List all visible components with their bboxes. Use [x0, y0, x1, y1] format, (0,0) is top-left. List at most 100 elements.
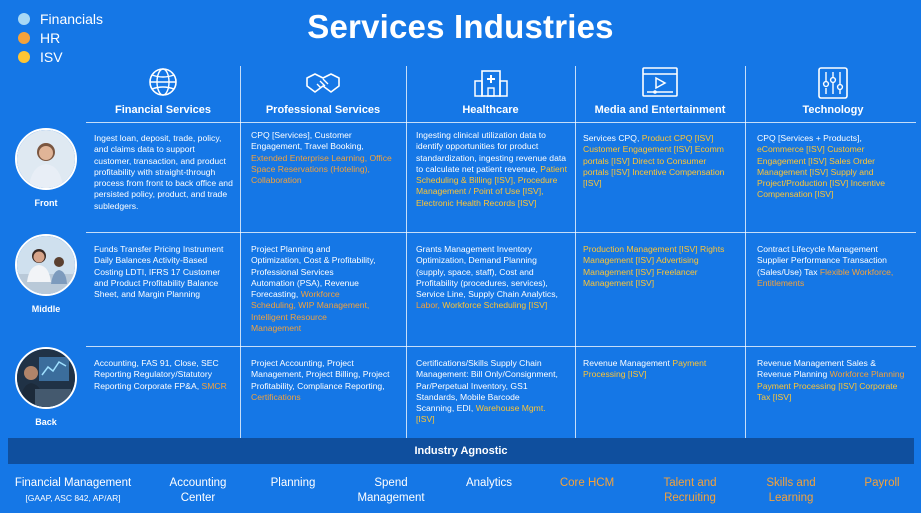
cell-back-media-entertainment: Revenue Management Payment Processing [I…: [583, 358, 733, 381]
circuit-icon: [818, 67, 848, 99]
cell-back-healthcare: Certifications/Skills Supply Chain Manag…: [416, 358, 558, 426]
row-divider: [86, 346, 916, 347]
legend-item-financials: Financials: [18, 9, 103, 28]
column-divider: [745, 66, 746, 438]
cell-text-segment: Revenue Management Sales & Revenue Plann…: [757, 358, 876, 380]
legend-label: Financials: [40, 10, 104, 27]
column-header-label: Media and Entertainment: [594, 104, 726, 116]
cell-text-segment: Ingest loan, deposit, trade, policy, and…: [94, 133, 233, 211]
legend-dot-isv: [18, 50, 30, 63]
cell-text-segment: Payment Processing [ISV] Corporate Tax […: [757, 380, 898, 402]
legend-label: HR: [40, 29, 61, 46]
column-header-professional-services: Professional Services: [240, 66, 406, 122]
cell-middle-professional-services: Project Planning and Optimization, Cost …: [251, 244, 376, 334]
cell-text-segment: Workforce Planning: [829, 369, 905, 380]
column-header-media-entertainment: Media and Entertainment: [575, 66, 745, 122]
back-office-photo: [15, 347, 77, 409]
cell-middle-media-entertainment: Production Management [ISV] Rights Manag…: [583, 244, 733, 289]
agnostic-item-line1: Talent and: [663, 477, 717, 489]
row-label-text: Middle: [31, 304, 61, 314]
agnostic-item-financial-management: Financial Management [GAAP, ASC 842, AP/…: [8, 476, 138, 506]
agnostic-item-skills-learning: Skills and Learning: [752, 476, 830, 506]
cell-back-financial-services: Accounting, FAS 91, Close, SEC Reporting…: [94, 358, 236, 392]
agnostic-item-line1: Accounting: [169, 477, 227, 489]
front-office-photo: [15, 128, 77, 190]
agnostic-item-spend-management: Spend Management: [344, 476, 438, 506]
column-header-technology: Technology: [745, 66, 921, 122]
cell-front-financial-services: Ingest loan, deposit, trade, policy, and…: [94, 133, 234, 212]
cell-text-segment: Certifications/Skills Supply Chain Manag…: [416, 358, 558, 414]
legend-dot-hr: [18, 31, 30, 44]
cell-front-healthcare: Ingesting clinical utilization data to i…: [416, 130, 571, 209]
column-divider: [575, 66, 576, 438]
cell-text-segment: Accounting, FAS 91, Close, SEC Reporting…: [94, 358, 219, 391]
row-divider: [86, 232, 916, 233]
column-header-label: Healthcare: [462, 104, 519, 116]
column-header-label: Financial Services: [115, 104, 211, 116]
column-header-label: Technology: [802, 104, 864, 116]
cell-text-segment: Funds Transfer Pricing Instrument Daily …: [94, 244, 224, 300]
cell-text-segment: Workforce Scheduling [ISV]: [442, 300, 548, 311]
row-divider: [86, 122, 916, 123]
legend-item-isv: ISV: [18, 47, 103, 66]
cell-text-segment: Production Management [ISV] Rights Manag…: [583, 244, 725, 288]
column-header-healthcare: Healthcare: [406, 66, 575, 122]
cell-middle-healthcare: Grants Management Inventory Optimization…: [416, 244, 558, 312]
agnostic-item-core-hcm: Core HCM: [546, 476, 628, 491]
agnostic-item-line1: Payroll: [864, 477, 900, 489]
row-label-back: Back: [14, 347, 78, 427]
row-label-text: Back: [35, 417, 57, 427]
legend-item-hr: HR: [18, 28, 103, 47]
agnostic-item-line2: Recruiting: [664, 492, 716, 504]
agnostic-item-line1: Core HCM: [559, 477, 615, 489]
cell-front-professional-services: CPQ [Services], Customer Engagement, Tra…: [251, 130, 401, 186]
cell-middle-technology: Contract Lifecycle Management Supplier P…: [757, 244, 907, 289]
cell-text-segment: Payment Processing [ISV]: [583, 358, 707, 380]
row-label-text: Front: [34, 198, 58, 208]
row-label-front: Front: [14, 128, 78, 208]
cell-text-segment: Workforce Scheduling, WIP Management, In…: [251, 289, 370, 334]
cell-text-segment: Flexible Workforce, Entitlements: [757, 266, 894, 288]
cell-back-technology: Revenue Management Sales & Revenue Plann…: [757, 358, 909, 403]
column-divider: [240, 66, 241, 438]
legend-dot-financials: [18, 12, 30, 25]
agnostic-item-line2: Management: [357, 492, 425, 504]
agnostic-item-line1: Planning: [270, 477, 316, 489]
agnostic-item-payroll: Payroll: [850, 476, 914, 491]
agnostic-item-line2: [GAAP, ASC 842, AP/AR]: [25, 493, 121, 503]
agnostic-item-line2: Center: [180, 492, 216, 504]
cell-text-segment: SMCR: [201, 380, 227, 391]
agnostic-item-line1: Analytics: [465, 477, 513, 489]
cell-back-professional-services: Project Accounting, Project Management, …: [251, 358, 401, 403]
cell-text-segment: Grants Management Inventory Optimization…: [416, 244, 558, 300]
agnostic-item-line1: Skills and: [766, 477, 816, 489]
handshake-icon: [306, 73, 340, 93]
middle-office-photo: [15, 234, 77, 296]
agnostic-item-line1: Financial Management: [14, 477, 132, 489]
column-header-financial-services: Financial Services: [86, 66, 240, 122]
cell-text-segment: Project Accounting, Project Management, …: [251, 358, 390, 391]
agnostic-item-line2: Learning: [768, 492, 814, 504]
cell-middle-financial-services: Funds Transfer Pricing Instrument Daily …: [94, 244, 234, 300]
cell-text-segment: Contract Lifecycle Management Supplier P…: [757, 244, 887, 277]
column-header-label: Professional Services: [265, 104, 381, 116]
column-divider: [406, 66, 407, 438]
hospital-icon: [473, 70, 508, 97]
cell-text-segment: Services CPQ,: [583, 133, 642, 143]
cell-text-segment: CPQ [Services], Customer Engagement, Tra…: [251, 130, 364, 152]
cell-front-technology: CPQ [Services + Products], eCommerce [IS…: [757, 133, 907, 201]
page-title: Services Industries: [307, 8, 614, 45]
agnostic-item-accounting-center: Accounting Center: [152, 476, 244, 506]
cell-text-segment: Revenue Management: [583, 358, 673, 368]
row-label-middle: Middle: [14, 234, 78, 314]
agnostic-item-analytics: Analytics: [450, 476, 528, 491]
cell-text-segment: Certifications: [251, 391, 301, 402]
cell-front-media-entertainment: Services CPQ, Product CPQ [ISV] Customer…: [583, 133, 733, 189]
media-player-icon: [642, 67, 678, 97]
industry-agnostic-bar: Industry Agnostic: [8, 438, 914, 464]
cell-text-segment: Warehouse Mgmt. [ISV]: [416, 403, 546, 425]
agnostic-item-talent-recruiting: Talent and Recruiting: [644, 476, 736, 506]
legend-label: ISV: [40, 48, 63, 65]
cell-text-segment: Labor,: [416, 300, 443, 311]
agnostic-item-line1: Spend: [374, 477, 408, 489]
